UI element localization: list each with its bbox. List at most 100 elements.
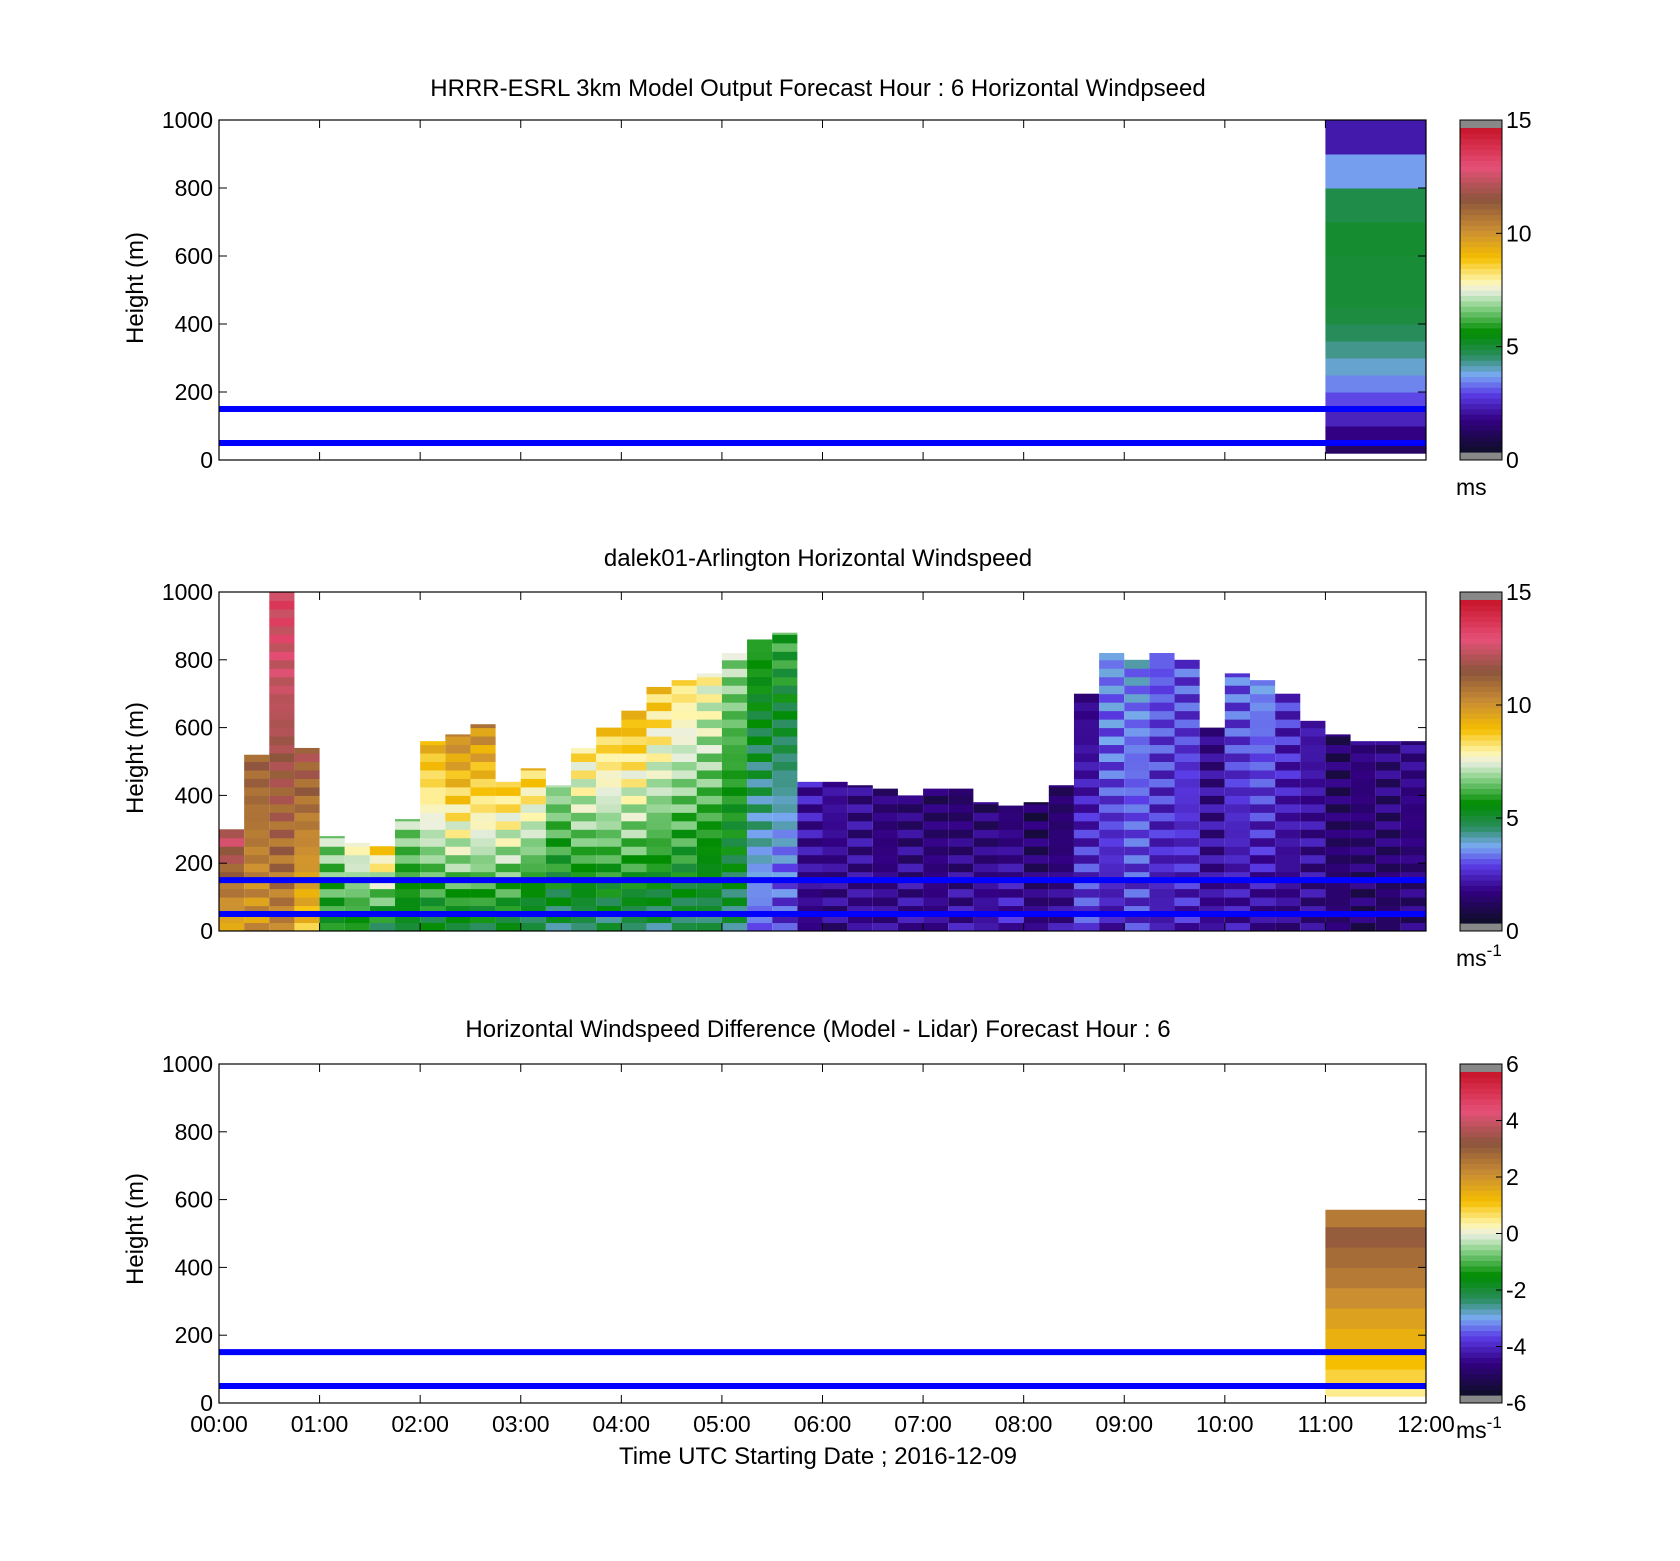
heatmap-cell [923,788,949,796]
heatmap-cell [772,871,798,881]
heatmap-cell [1149,719,1175,729]
x-tick-label: 04:00 [593,1411,651,1437]
heatmap-cell [822,863,848,873]
colorbar-swatch [1460,1314,1502,1321]
heatmap-cell [445,880,471,890]
colorbar-swatch [1460,1141,1502,1148]
heatmap-cell [1275,846,1301,856]
heatmap-cell [1375,812,1401,822]
heatmap-cell [797,871,823,881]
heatmap-cell [646,922,672,932]
heatmap-cell [872,888,898,898]
heatmap-cell [319,836,345,839]
heatmap-cell [621,786,647,796]
heatmap-cell [1124,778,1150,788]
colorbar-swatch [1460,187,1502,194]
heatmap-cell [1124,786,1150,796]
heatmap-cell [847,880,873,890]
heatmap-cell [872,880,898,890]
heatmap-cell [772,888,798,898]
heatmap-cell [1099,905,1125,915]
heatmap-cell [470,795,496,805]
heatmap-cell [571,837,597,847]
heatmap-cell [696,710,722,720]
colorbar-swatch [1460,847,1502,854]
heatmap-cell [747,659,773,669]
heatmap-cell [747,795,773,805]
heatmap-cell [822,914,848,924]
colorbar-swatch [1460,917,1502,924]
heatmap-cell [721,863,748,873]
heatmap-cell [847,846,873,856]
heatmap-cell [797,880,823,890]
heatmap-cell [344,863,370,873]
colorbar-swatch [1460,756,1502,763]
heatmap-cell [244,829,270,839]
heatmap-cell [294,863,320,873]
colorbar-swatch [1460,1255,1502,1262]
colorbar-swatch [1460,1362,1502,1369]
heatmap-cell [244,786,270,796]
heatmap-cell [596,888,622,898]
heatmap-cell [319,863,345,873]
heatmap-cell [1073,744,1100,754]
heatmap-cell [1199,854,1225,864]
heatmap-cell [1249,829,1276,839]
colorbar-swatch [1460,691,1502,698]
heatmap-cell [244,897,270,907]
heatmap-cell [470,905,496,915]
heatmap-cell [621,719,647,729]
heatmap-cell [646,753,672,762]
heatmap-cell [1174,905,1200,915]
heatmap-cell [1199,880,1225,890]
colorbar-swatch [1460,707,1502,714]
heatmap-cell [269,625,295,635]
heatmap-cell [1124,727,1150,737]
heatmap-cell [1325,1328,1426,1350]
heatmap-cell [696,702,722,712]
heatmap-cell [1249,897,1276,907]
heatmap-cell [1174,854,1200,864]
heatmap-cell [545,803,572,813]
heatmap-cell [646,686,672,695]
heatmap-cell [1149,880,1175,890]
heatmap-cell [772,922,798,932]
heatmap-cell [1099,880,1125,890]
heatmap-cell [897,863,924,873]
heatmap-cell [1400,871,1426,881]
heatmap-cell [822,897,848,907]
heatmap-cell [897,795,924,805]
heatmap-cell [1048,871,1074,881]
heatmap-cell [470,820,496,830]
heatmap-cell [1249,778,1276,788]
colorbar-swatch [1460,1244,1502,1251]
heatmap-cell [244,888,270,898]
heatmap-cell [1199,727,1225,737]
heatmap-cell [797,820,823,830]
colorbar-swatch [1460,300,1502,307]
heatmap-cell [747,905,773,915]
heatmap-cell [1099,744,1125,754]
colorbar-swatch [1460,1131,1502,1138]
heatmap-cell [1224,803,1250,813]
heatmap-cell [1375,795,1401,805]
heatmap-cell [495,781,521,788]
heatmap-cell [1124,871,1150,881]
heatmap-cell [1375,846,1401,856]
heatmap-cell [1099,659,1125,669]
heatmap-cell [269,846,295,856]
heatmap-cell [772,727,798,737]
y-tick-label: 400 [175,1254,213,1280]
colorbar-swatch [1460,1341,1502,1348]
heatmap-cell [1325,120,1426,155]
heatmap-cell [1124,914,1150,924]
heatmap-cell [1199,863,1225,873]
colorbar-swatch [1460,648,1502,655]
colorbar-swatch [1460,890,1502,897]
heatmap-cell [1325,897,1351,907]
heatmap-cell [1099,854,1125,864]
heatmap-cell [772,736,798,746]
heatmap-cell [1224,769,1250,779]
heatmap-cell [1099,922,1125,932]
heatmap-cell [1099,863,1125,873]
